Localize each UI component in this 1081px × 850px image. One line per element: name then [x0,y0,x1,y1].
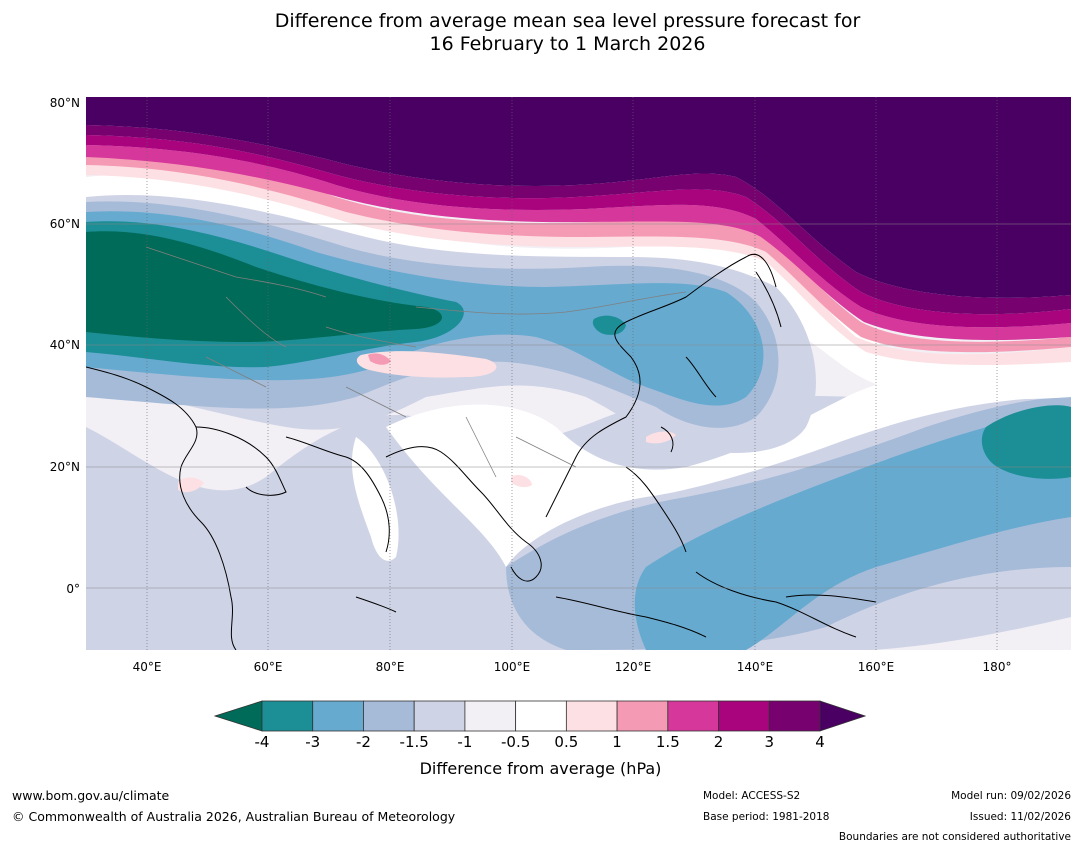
map-canvas [86,97,1071,650]
field-north-darkpurple [86,97,1071,298]
colorbar-bin [413,700,466,732]
model-run-text: Model run: 09/02/2026 [951,790,1071,802]
field-taiwan-pink [646,431,676,444]
lon-label-40e: 40°E [132,660,162,674]
colorbar-bin [515,700,567,732]
lon-label-60e: 60°E [253,660,283,674]
colorbar-tick-label: -1 [457,733,473,751]
field-tibet-pink-strong [368,353,391,365]
colorbar-bin [261,700,314,732]
colorbar [214,700,866,732]
field-asia-dark-teal [86,231,443,342]
lon-label-120e: 120°E [614,660,652,674]
field-north-purple [86,125,1071,315]
field-china-teal [592,315,626,335]
latitude-lines [86,223,1071,589]
colorbar-bin [616,700,669,732]
lat-label-80n: 80°N [49,96,80,110]
title-line-1: Difference from average mean sea level p… [274,10,861,32]
lon-label-140e: 140°E [736,660,774,674]
base-period-text: Base period: 1981-2018 [703,811,830,823]
colorbar-tick-label: 1.5 [655,733,680,751]
field-southeast-teal [981,405,1071,479]
issued-text: Issued: 11/02/2026 [969,811,1071,823]
colorbar-bin [718,700,770,732]
field-north-deepmagenta [86,135,1071,328]
map-title: Difference from average mean sea level p… [0,10,1081,56]
colorbar-bin [667,700,719,732]
colorbar-under-arrow [214,700,263,732]
colorbar-bin [464,700,517,732]
lon-label-160e: 160°E [857,660,895,674]
field-tibet-pink [356,351,497,378]
field-south-blue [634,407,1071,650]
colorbar-tick-label: 0.5 [554,733,579,751]
field-north-pink [86,152,1071,353]
lon-label-80e: 80°E [375,660,405,674]
colorbar-bin [312,700,364,732]
disclaimer-text: Boundaries are not considered authoritat… [838,831,1071,843]
colorbar-tick-label: 4 [815,733,825,751]
colorbar-over-arrow [819,700,866,732]
colorbar-tick-label: 1 [612,733,622,751]
lat-label-40n: 40°N [49,338,80,352]
lat-label-60n: 60°N [49,217,80,231]
model-text: Model: ACCESS-S2 [703,790,801,802]
colorbar-tick-label: -2 [355,733,371,751]
colorbar-bin [363,700,415,732]
field-north-lightpink [86,159,1071,365]
copyright-text: © Commonwealth of Australia 2026, Austra… [12,809,456,824]
pressure-anomaly-map [86,97,1071,650]
lon-label-180: 180° [982,660,1012,674]
colorbar-tick-label: -0.5 [500,733,531,751]
colorbar-tick-label: -3 [305,733,321,751]
colorbar-bin [768,700,821,732]
website-link[interactable]: www.bom.gov.au/climate [12,788,170,803]
colorbar-tick-label: -4 [254,733,270,751]
field-arabia-pink [178,477,204,493]
colorbar-tick-label: -1.5 [399,733,429,751]
lon-label-100e: 100°E [493,660,531,674]
field-india-white [351,437,399,561]
colorbar-bin [565,700,618,732]
colorbar-label: Difference from average (hPa) [419,759,662,778]
lat-label-20n: 20°N [49,460,80,474]
graticule [146,97,998,650]
colorbar-tick-label: 3 [764,733,775,751]
colorbar-tick-label: 2 [713,733,724,751]
title-line-2: 16 February to 1 March 2026 [429,33,706,55]
field-central-white [386,362,1071,567]
field-indochina-pink [511,474,532,488]
lat-label-0: 0° [66,582,80,596]
country-borders [145,246,687,478]
field-north-magenta [86,145,1071,341]
